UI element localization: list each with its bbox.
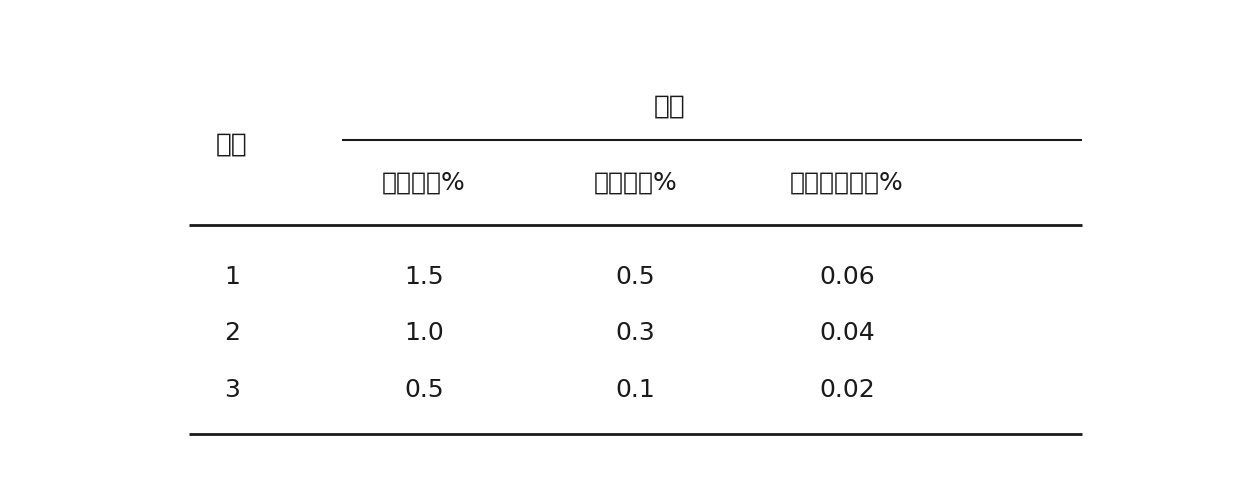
Text: 水平: 水平 xyxy=(216,132,248,157)
Text: 1: 1 xyxy=(224,265,239,289)
Text: 1.5: 1.5 xyxy=(404,265,444,289)
Text: 0.1: 0.1 xyxy=(615,378,656,401)
Text: 0.5: 0.5 xyxy=(616,265,655,289)
Text: 0.04: 0.04 xyxy=(820,321,874,346)
Text: 磷酸氢二铵，%: 磷酸氢二铵，% xyxy=(790,171,904,194)
Text: 因素: 因素 xyxy=(653,94,684,120)
Text: 蛋白胨，%: 蛋白胨，% xyxy=(594,171,677,194)
Text: 1.0: 1.0 xyxy=(404,321,444,346)
Text: 葡葡糖，%: 葡葡糖，% xyxy=(382,171,466,194)
Text: 0.5: 0.5 xyxy=(404,378,444,401)
Text: 2: 2 xyxy=(224,321,239,346)
Text: 3: 3 xyxy=(224,378,239,401)
Text: 0.06: 0.06 xyxy=(820,265,874,289)
Text: 0.3: 0.3 xyxy=(615,321,656,346)
Text: 0.02: 0.02 xyxy=(820,378,874,401)
